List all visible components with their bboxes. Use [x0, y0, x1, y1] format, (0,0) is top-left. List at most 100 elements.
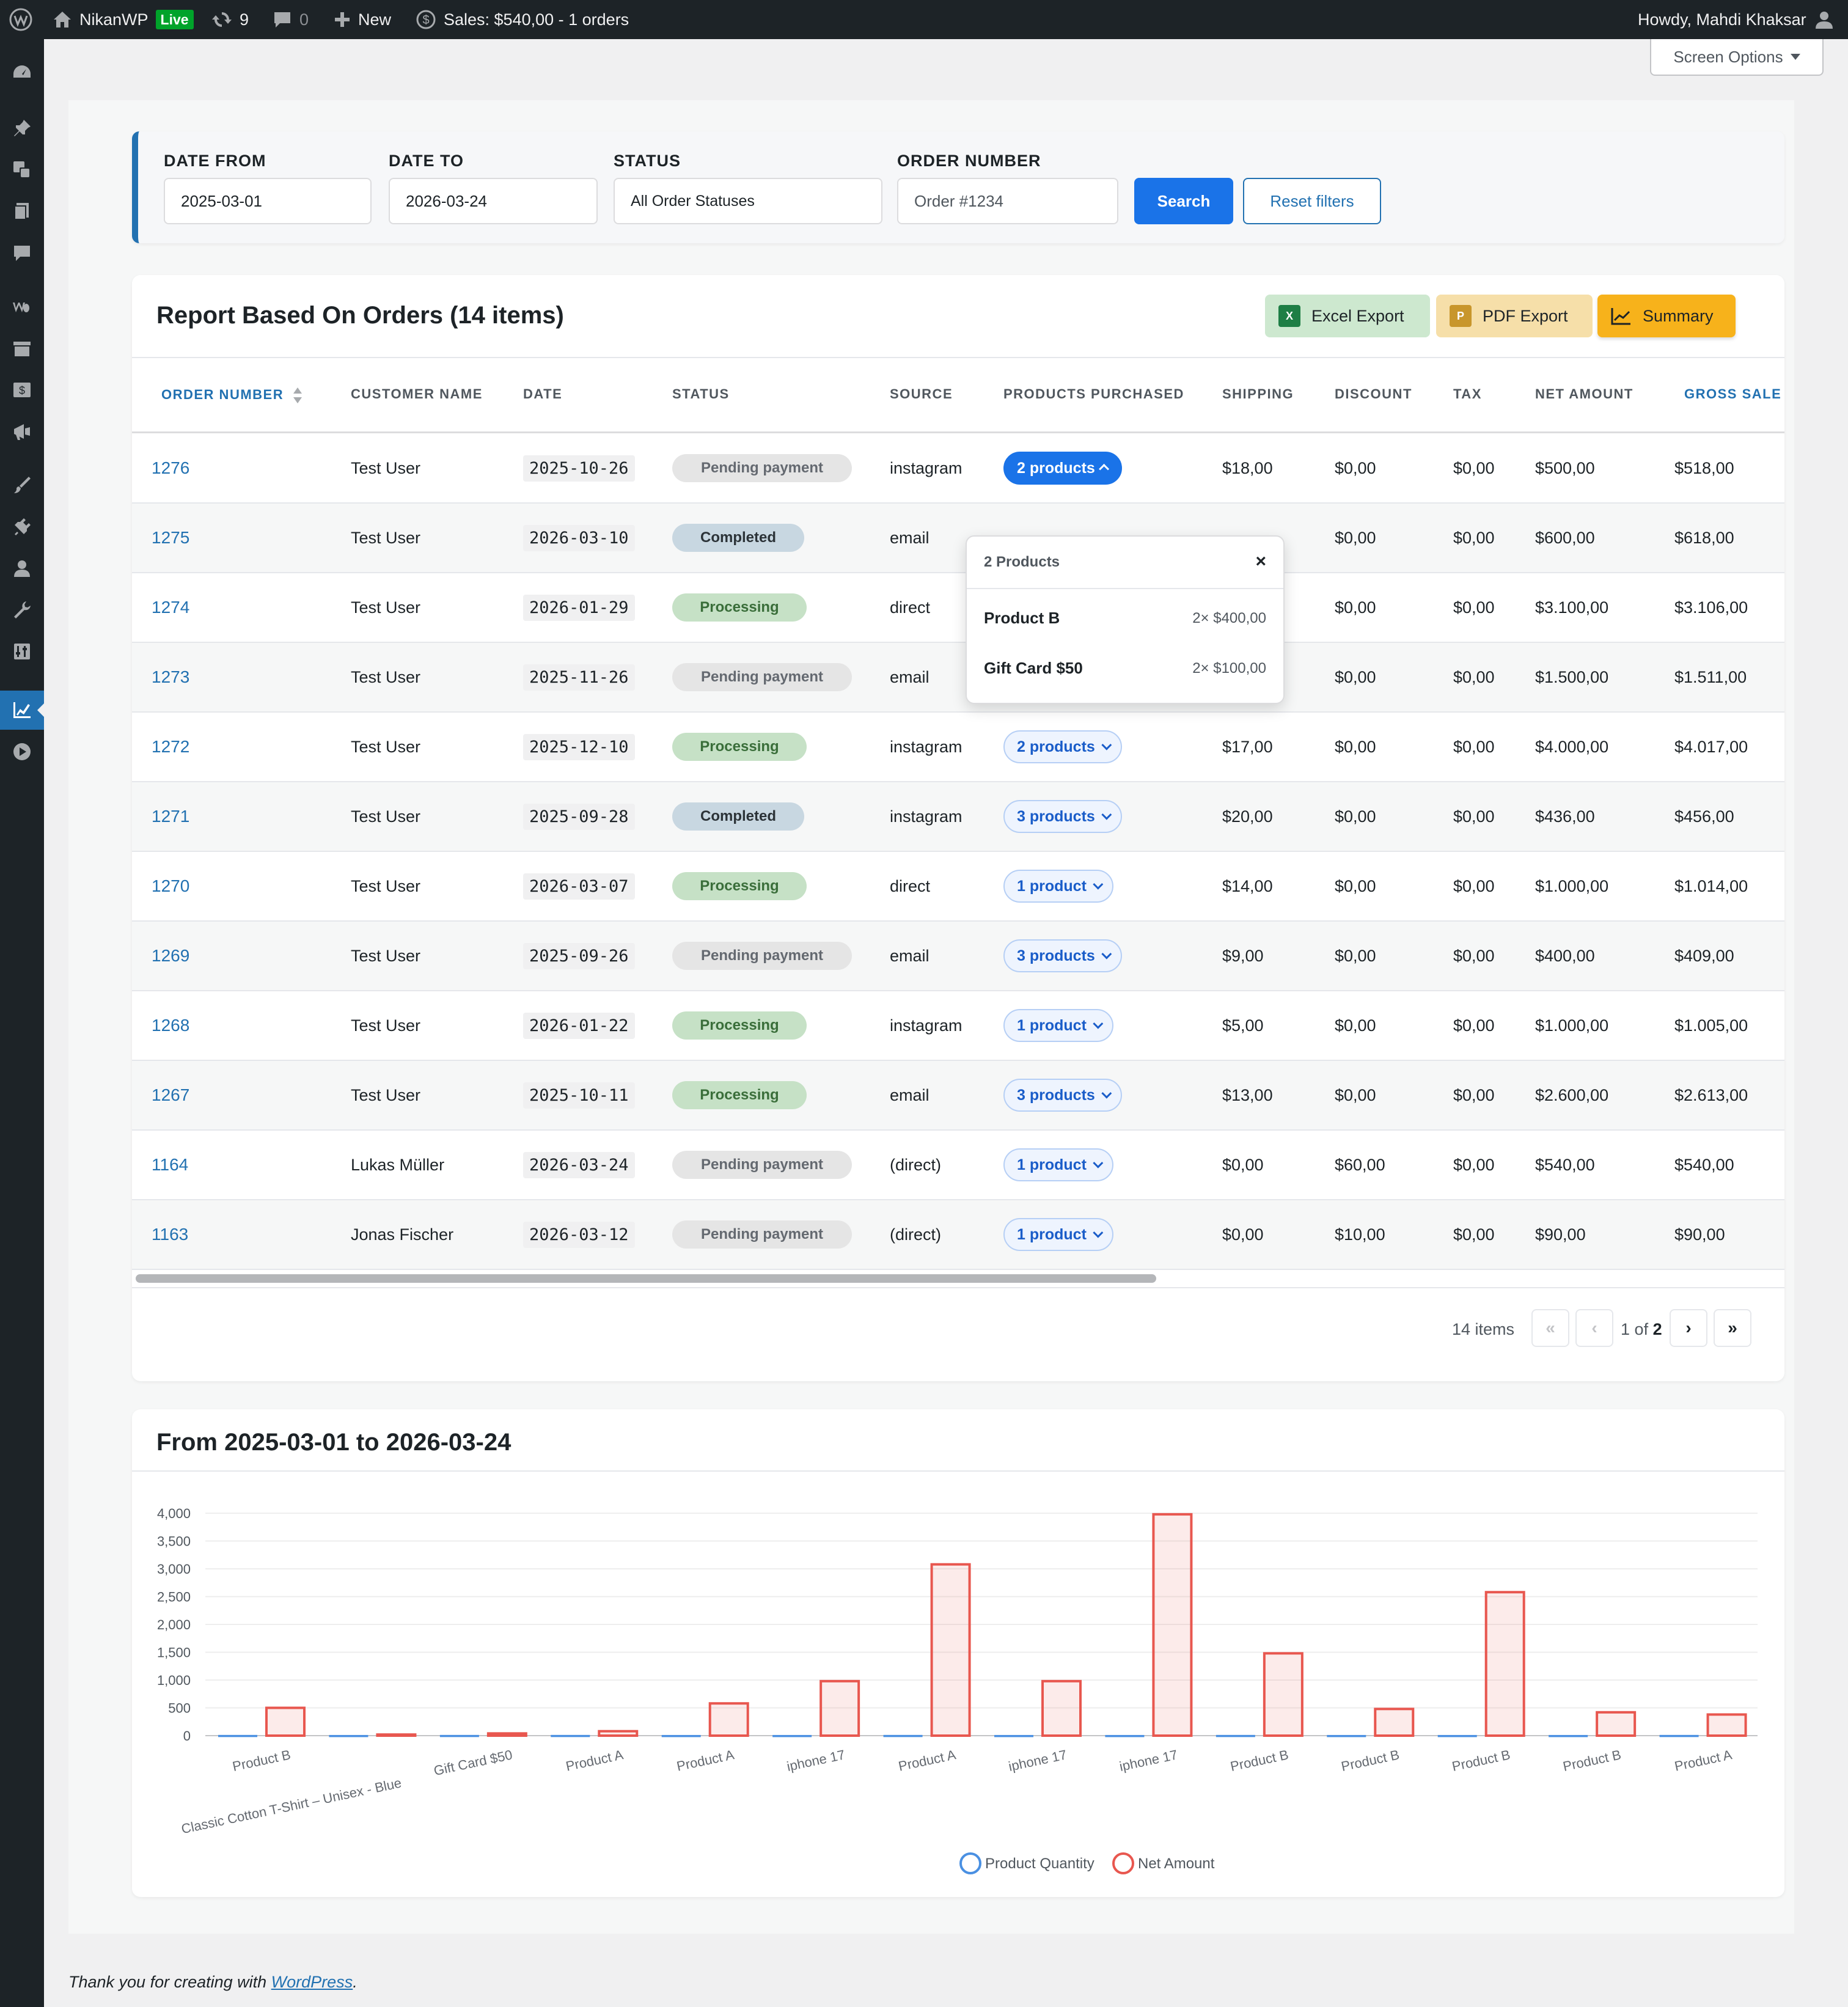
- net-amount-bar: [376, 1733, 417, 1737]
- updates-count: 9: [240, 10, 249, 29]
- dashboard-icon[interactable]: [0, 54, 44, 93]
- cell-discount: $0,00: [1335, 1016, 1376, 1035]
- woocommerce-icon[interactable]: [0, 287, 44, 326]
- table-row: 1269 Test User 2025-09-26 Pending payment em…: [132, 922, 1784, 991]
- cell-order[interactable]: 1274: [152, 598, 190, 617]
- products-toggle-button[interactable]: 1 product: [1003, 1148, 1113, 1181]
- cell-order[interactable]: 1275: [152, 528, 190, 547]
- products-toggle-button[interactable]: 3 products: [1003, 1079, 1122, 1112]
- cell-order[interactable]: 1267: [152, 1085, 190, 1104]
- products-toggle-button[interactable]: 1 product: [1003, 1009, 1113, 1042]
- last-page-button[interactable]: »: [1714, 1309, 1751, 1347]
- products-toggle-button[interactable]: 2 products: [1003, 452, 1122, 485]
- pages-icon[interactable]: [0, 192, 44, 231]
- products-toggle-button[interactable]: 3 products: [1003, 939, 1122, 972]
- plugins-icon[interactable]: [0, 507, 44, 546]
- cell-status: Pending payment: [672, 643, 852, 711]
- search-button[interactable]: Search: [1134, 178, 1233, 224]
- cell-order[interactable]: 1276: [152, 458, 190, 477]
- summary-button[interactable]: Summary: [1597, 295, 1736, 337]
- products-toggle-button[interactable]: 1 product: [1003, 1218, 1113, 1251]
- comments-icon[interactable]: [0, 233, 44, 273]
- pdf-export-button[interactable]: P PDF Export: [1436, 295, 1593, 337]
- y-tick-label: 2,000: [157, 1617, 191, 1632]
- comments-link[interactable]: 0: [273, 0, 309, 39]
- site-name-link[interactable]: NikanWP Live: [53, 0, 194, 39]
- reset-filters-button[interactable]: Reset filters: [1243, 178, 1381, 224]
- updates-link[interactable]: 9: [211, 0, 249, 39]
- cell-order[interactable]: 1268: [152, 1016, 190, 1035]
- cell-status: Pending payment: [672, 1200, 852, 1269]
- products-toggle-button[interactable]: 1 product: [1003, 870, 1113, 903]
- x-tick-label: Product B: [1451, 1747, 1512, 1774]
- col-discount: DISCOUNT: [1335, 386, 1412, 402]
- products-toggle-label: 1 product: [1017, 877, 1087, 895]
- cell-date: 2025-09-26: [523, 922, 635, 990]
- cell-products: 2 products: [1003, 434, 1122, 502]
- cell-status: Pending payment: [672, 434, 852, 502]
- status-select[interactable]: All Order Statuses: [614, 178, 882, 224]
- products-toggle-button[interactable]: 3 products: [1003, 800, 1122, 833]
- net-amount-bar: [265, 1706, 306, 1737]
- products-toggle-button[interactable]: 2 products: [1003, 730, 1122, 763]
- cell-date: 2026-03-07: [523, 852, 635, 920]
- new-content-link[interactable]: New: [334, 0, 391, 39]
- cell-shipping: $13,00: [1222, 1085, 1273, 1104]
- col-order-number[interactable]: ORDER NUMBER: [161, 386, 303, 405]
- products-toggle-label: 1 product: [1017, 1225, 1087, 1243]
- divider: [132, 357, 1784, 358]
- screen-options-button[interactable]: Screen Options: [1650, 39, 1824, 76]
- live-badge: Live: [155, 10, 194, 29]
- excel-export-button[interactable]: X Excel Export: [1265, 295, 1430, 337]
- cell-order[interactable]: 1270: [152, 876, 190, 895]
- media-icon[interactable]: [0, 150, 44, 189]
- cell-products: 3 products: [1003, 1061, 1122, 1129]
- net-amount-bar: [1374, 1708, 1415, 1737]
- quantity-bar: [551, 1734, 590, 1737]
- date-to-input[interactable]: 2026-03-24: [389, 178, 598, 224]
- first-page-button[interactable]: «: [1531, 1309, 1569, 1347]
- col-gross-sale[interactable]: GROSS SALE: [1684, 386, 1782, 402]
- my-account-link[interactable]: Howdy, Mahdi Khaksar: [1638, 0, 1835, 39]
- next-page-button[interactable]: ›: [1670, 1309, 1707, 1347]
- marketing-icon[interactable]: [0, 412, 44, 451]
- cell-gross: $456,00: [1674, 807, 1734, 826]
- cell-gross: $409,00: [1674, 946, 1734, 965]
- cell-order[interactable]: 1272: [152, 737, 190, 756]
- popover-item-name: Gift Card $50: [984, 659, 1083, 677]
- popover-item-name: Product B: [984, 609, 1060, 627]
- appearance-icon[interactable]: [0, 466, 44, 505]
- payments-icon[interactable]: $: [0, 370, 44, 409]
- cell-products: 3 products: [1003, 922, 1122, 990]
- users-icon[interactable]: [0, 549, 44, 588]
- analytics-icon[interactable]: [0, 691, 45, 730]
- cell-order[interactable]: 1163: [152, 1225, 189, 1244]
- sales-link[interactable]: $ Sales: $540,00 - 1 orders: [416, 0, 629, 39]
- header-divider: [132, 431, 1784, 433]
- cell-order[interactable]: 1273: [152, 667, 190, 686]
- prev-page-button[interactable]: ‹: [1575, 1309, 1613, 1347]
- wordpress-link[interactable]: WordPress: [271, 1973, 353, 1991]
- close-icon[interactable]: ×: [1255, 551, 1266, 571]
- cell-source: instagram: [890, 458, 963, 477]
- pin-icon[interactable]: [0, 109, 44, 148]
- date-from-input[interactable]: 2025-03-01: [164, 178, 372, 224]
- date-chip: 2025-10-11: [523, 1082, 635, 1109]
- products-toggle-label: 2 products: [1017, 738, 1095, 755]
- cell-order[interactable]: 1164: [152, 1155, 189, 1174]
- settings-icon[interactable]: [0, 632, 44, 671]
- cell-customer: Test User: [351, 946, 421, 965]
- wordpress-logo-icon[interactable]: [9, 0, 33, 39]
- products-icon[interactable]: [0, 329, 44, 368]
- quantity-bar: [439, 1734, 479, 1737]
- scrollbar-thumb[interactable]: [136, 1274, 1156, 1283]
- cell-order[interactable]: 1271: [152, 807, 190, 826]
- x-tick-label: Product B: [1561, 1747, 1623, 1774]
- cell-net: $4.000,00: [1535, 737, 1609, 756]
- tools-icon[interactable]: [0, 590, 44, 629]
- order-number-input[interactable]: Order #1234: [897, 178, 1118, 224]
- table-row: 1271 Test User 2025-09-28 Completed instagra…: [132, 782, 1784, 852]
- media-play-icon[interactable]: [0, 732, 44, 771]
- active-menu-arrow: [37, 703, 45, 717]
- cell-order[interactable]: 1269: [152, 946, 190, 965]
